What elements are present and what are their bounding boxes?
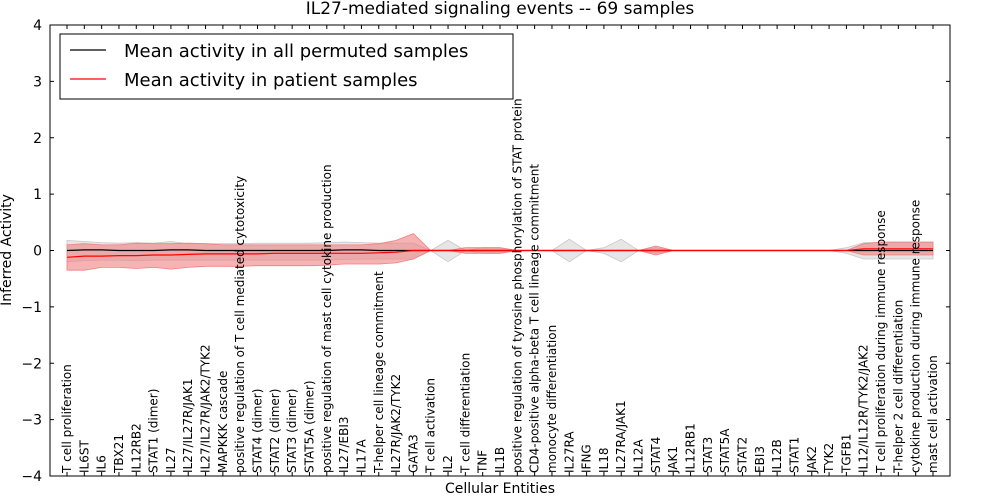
x-tick-label: positive regulation of mast cell cytokin…	[320, 164, 334, 473]
x-tick-label: STAT5A	[718, 428, 732, 473]
x-tick-label: IL6	[95, 455, 109, 473]
x-tick-label: positive regulation of tyrosine phosphor…	[510, 98, 524, 473]
y-tick-label: −2	[21, 356, 42, 372]
x-tick-label: GATA3	[406, 434, 420, 473]
x-tick-label: T cell differentiation	[458, 353, 472, 474]
legend-label-patient: Mean activity in patient samples	[124, 70, 418, 91]
x-tick-label: T cell activation	[424, 378, 438, 474]
x-tick-label: IL27	[164, 448, 178, 474]
x-tick-label: IL12RB1	[684, 423, 698, 473]
x-tick-label: JAK2	[805, 446, 819, 474]
x-tick-label: monocyte differentiation	[545, 325, 559, 473]
x-tick-label: IL18	[597, 448, 611, 474]
x-tick-label: mast cell activation	[926, 355, 940, 473]
x-tick-label: T cell proliferation during immune respo…	[874, 210, 888, 474]
x-tick-label: TBX21	[112, 434, 126, 474]
x-tick-label: STAT4 (dimer)	[251, 389, 265, 473]
x-tick-label: TYK2	[822, 443, 836, 474]
x-tick-label: IL12/IL12R/TYK2/JAK2	[857, 344, 871, 473]
y-tick-label: −4	[21, 469, 42, 485]
x-tick-label: IL27/IL27R/JAK1	[181, 379, 195, 473]
y-axis-label: Inferred Activity	[0, 194, 15, 306]
x-tick-label: IL27/EBI3	[337, 416, 351, 473]
x-tick-label: EBI3	[753, 446, 767, 473]
chart-title: IL27-mediated signaling events -- 69 sam…	[306, 0, 695, 19]
x-tick-label: IL27RA	[562, 431, 576, 473]
x-tick-label: IL27/IL27R/JAK2/TYK2	[199, 344, 213, 473]
x-tick-label: JAK1	[666, 446, 680, 474]
x-tick-label: STAT3	[701, 437, 715, 473]
x-tick-label: IL17A	[354, 439, 368, 473]
y-tick-label: 0	[33, 244, 42, 260]
y-tick-label: 2	[33, 131, 42, 147]
x-tick-label: STAT2 (dimer)	[268, 389, 282, 473]
x-tick-label: IL2	[441, 455, 455, 473]
x-tick-label: MAPKKK cascade	[216, 371, 230, 473]
x-tick-label: IL27R/JAK2/TYK2	[389, 374, 403, 473]
band-series-1	[66, 233, 934, 271]
legend: Mean activity in all permuted samples Me…	[59, 33, 514, 100]
x-axis-label: Cellular Entities	[445, 481, 555, 497]
x-tick-label: TNF	[476, 450, 490, 474]
x-tick-label: STAT4	[649, 437, 663, 473]
x-tick-label: IL1B	[493, 447, 507, 473]
x-tick-label: positive regulation of T cell mediated c…	[233, 176, 247, 473]
x-tick-label: IL12B	[770, 439, 784, 473]
x-tick-label: T-helper cell lineage commitment	[372, 271, 386, 474]
y-tick-label: −1	[21, 300, 42, 316]
x-tick-label: CD4-positive alpha-beta T cell lineage c…	[528, 164, 542, 473]
x-tick-label: T cell proliferation	[60, 364, 74, 474]
line-series-1	[66, 248, 933, 258]
x-tick-label: IL27RA/JAK1	[614, 400, 628, 473]
x-tick-label: IL6ST	[77, 440, 91, 473]
y-tick-label: 4	[33, 18, 42, 34]
x-tick-label: STAT2	[736, 437, 750, 473]
legend-box	[59, 33, 514, 100]
x-tick-label: STAT1 (dimer)	[147, 389, 161, 473]
x-tick-label: IL12RB2	[129, 423, 143, 473]
x-tick-label: cytokine production during immune respon…	[909, 200, 923, 473]
x-tick-label: IL12A	[632, 439, 646, 473]
x-tick-label: IFNG	[580, 444, 594, 473]
series-lines	[66, 248, 933, 258]
y-tick-label: 3	[33, 74, 42, 90]
x-tick-label: STAT3 (dimer)	[285, 389, 299, 473]
y-tick-label: −3	[21, 413, 42, 429]
x-axis: T cell proliferation IL6ST IL6 TBX21 IL12RB2…	[60, 25, 940, 476]
x-tick-label: TGFB1	[839, 434, 853, 474]
legend-label-permuted: Mean activity in all permuted samples	[124, 41, 468, 62]
x-tick-label: STAT1	[787, 437, 801, 473]
y-tick-label: 1	[33, 187, 42, 203]
x-tick-label: T-helper 2 cell differentiation	[891, 300, 905, 474]
x-tick-label: STAT5A (dimer)	[303, 380, 317, 473]
y-axis: −4 −3 −2 −1 0 1 2 3 4	[21, 18, 950, 485]
